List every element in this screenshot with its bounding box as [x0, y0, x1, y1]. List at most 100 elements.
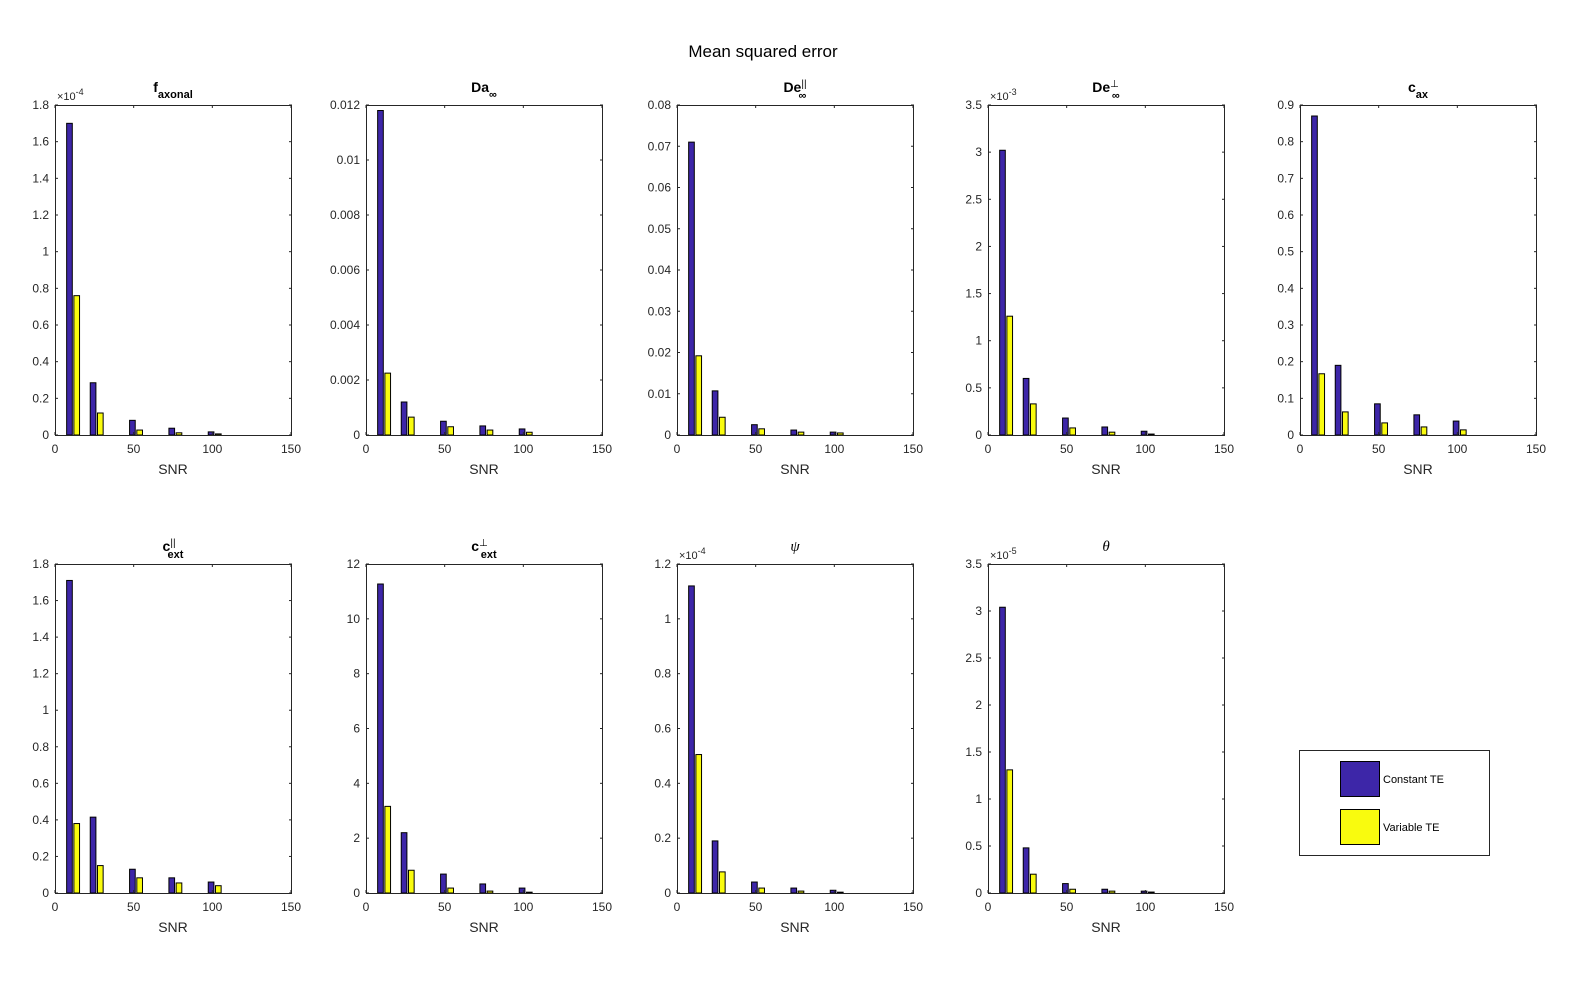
bar-variable-te	[73, 295, 81, 436]
y-tick-label: 0	[1287, 428, 1294, 442]
bar-variable-te	[175, 882, 183, 894]
bar-variable-te	[718, 871, 726, 894]
y-tick-label: 0.6	[32, 318, 49, 332]
y-tick-label: 0.4	[32, 813, 49, 827]
bar-variable-te	[1318, 373, 1326, 436]
y-tick-label: 10	[347, 612, 361, 626]
x-tick-label: 0	[1297, 442, 1304, 456]
axes-box	[988, 564, 1225, 894]
bar-constant-te	[1062, 417, 1069, 436]
bar-variable-te	[1108, 890, 1116, 894]
bar-variable-te	[836, 891, 844, 894]
subplot-3: 0 0.5 1 1.5 2 2.5 3 3.5 0 50 100 150 SNR ×10-3 De⊥ ∞	[965, 79, 1234, 477]
legend-swatch-variable-te	[1340, 809, 1380, 845]
bar-constant-te	[168, 877, 176, 894]
bar-variable-te	[407, 416, 415, 436]
y-tick-label: 1.4	[32, 171, 49, 185]
bar-variable-te	[136, 877, 143, 894]
y-tick-label: 4	[353, 776, 360, 790]
x-tick-label: 150	[903, 442, 923, 456]
y-tick-label: 0.06	[648, 181, 672, 195]
title-superscript: ||	[170, 538, 175, 549]
bar-variable-te	[1381, 422, 1388, 436]
title-superscript: ||	[801, 79, 806, 90]
subplot-title: θ	[1102, 539, 1110, 555]
bar-constant-te	[1374, 403, 1381, 436]
x-tick-label: 0	[52, 900, 59, 914]
bar-constant-te	[89, 816, 97, 894]
bar-constant-te	[129, 419, 136, 436]
x-axis-label: SNR	[1403, 461, 1433, 477]
y-tick-label: 0.9	[1277, 98, 1294, 112]
bar-constant-te	[688, 141, 695, 436]
x-tick-label: 50	[127, 900, 141, 914]
y-tick-label: 0.6	[32, 776, 49, 790]
x-axis-label: SNR	[469, 461, 499, 477]
bar-constant-te	[829, 889, 837, 894]
y-tick-label: 0.6	[1277, 208, 1294, 222]
y-tick-label: 0.8	[1277, 135, 1294, 149]
y-tick-label: 0.8	[32, 740, 49, 754]
exponent-value: -3	[1009, 87, 1017, 97]
bar-constant-te	[1022, 847, 1030, 894]
x-tick-label: 0	[363, 442, 370, 456]
bar-variable-te	[718, 416, 726, 436]
y-exponent-label: ×10-5	[990, 546, 1017, 562]
bar-variable-te	[407, 869, 415, 894]
bar-variable-te	[175, 432, 183, 436]
x-tick-label: 50	[127, 442, 141, 456]
y-tick-label: 3	[975, 604, 982, 618]
subplot-5: 0 0.2 0.4 0.6 0.8 1 1.2 1.4 1.6 1.8 0 50 100 150 SNR c|…	[32, 538, 301, 935]
axes-box	[55, 105, 292, 436]
plot-area	[366, 105, 603, 436]
subplot-title: De⊥ ∞	[1092, 79, 1120, 102]
y-tick-label: 2	[975, 239, 982, 253]
bar-variable-te	[758, 428, 765, 436]
bar-variable-te	[1006, 769, 1014, 894]
bar-variable-te	[486, 890, 494, 894]
bar-variable-te	[1029, 403, 1037, 436]
y-tick-label: 0.2	[654, 831, 671, 845]
bar-variable-te	[486, 429, 494, 436]
y-tick-label: 1.2	[32, 667, 49, 681]
bar-constant-te	[1101, 426, 1109, 436]
title-base: c	[1408, 79, 1416, 95]
subplot-title: c⊥ ext	[471, 538, 497, 561]
subplot-title: cax	[1408, 79, 1429, 101]
y-tick-label: 8	[353, 667, 360, 681]
title-base: De	[783, 79, 801, 95]
y-tick-label: 0.6	[654, 722, 671, 736]
subplot-6: 0 2 4 6 8 10 12 0 50 100 150 SNR c⊥ ext	[347, 538, 613, 935]
title-base: c	[471, 538, 479, 554]
bar-variable-te	[136, 429, 143, 436]
y-tick-label: 1.4	[32, 630, 49, 644]
bar-variable-te	[525, 431, 533, 436]
bar-constant-te	[377, 583, 384, 894]
title-subscript: ∞	[1112, 90, 1120, 102]
y-tick-label: 1.2	[654, 557, 671, 571]
legend-label-constant-te: Constant TE	[1383, 774, 1444, 786]
bar-constant-te	[1022, 377, 1030, 436]
bar-constant-te	[518, 887, 526, 894]
y-tick-label: 0.012	[330, 98, 360, 112]
subplot-1: 0 0.002 0.004 0.006 0.008 0.01 0.012 0 50 100 150 S…	[330, 79, 612, 477]
x-axis-label: SNR	[158, 461, 188, 477]
bar-constant-te	[999, 149, 1006, 436]
y-tick-label: 1	[664, 612, 671, 626]
bar-constant-te	[711, 390, 719, 436]
x-tick-label: 100	[1135, 900, 1155, 914]
x-axis-label: SNR	[780, 461, 810, 477]
title-subscript: ext	[168, 549, 184, 561]
bar-constant-te	[1334, 364, 1342, 436]
bar-variable-te	[797, 431, 805, 436]
y-tick-label: 0	[664, 886, 671, 900]
title-base: Da	[471, 79, 489, 95]
bar-variable-te	[695, 355, 703, 436]
bar-constant-te	[751, 881, 758, 894]
x-tick-label: 100	[513, 900, 533, 914]
axes-box	[1300, 105, 1537, 436]
legend-label-variable-te: Variable TE	[1383, 822, 1439, 834]
title-base: De	[1092, 79, 1110, 95]
y-tick-label: 3.5	[965, 557, 982, 571]
